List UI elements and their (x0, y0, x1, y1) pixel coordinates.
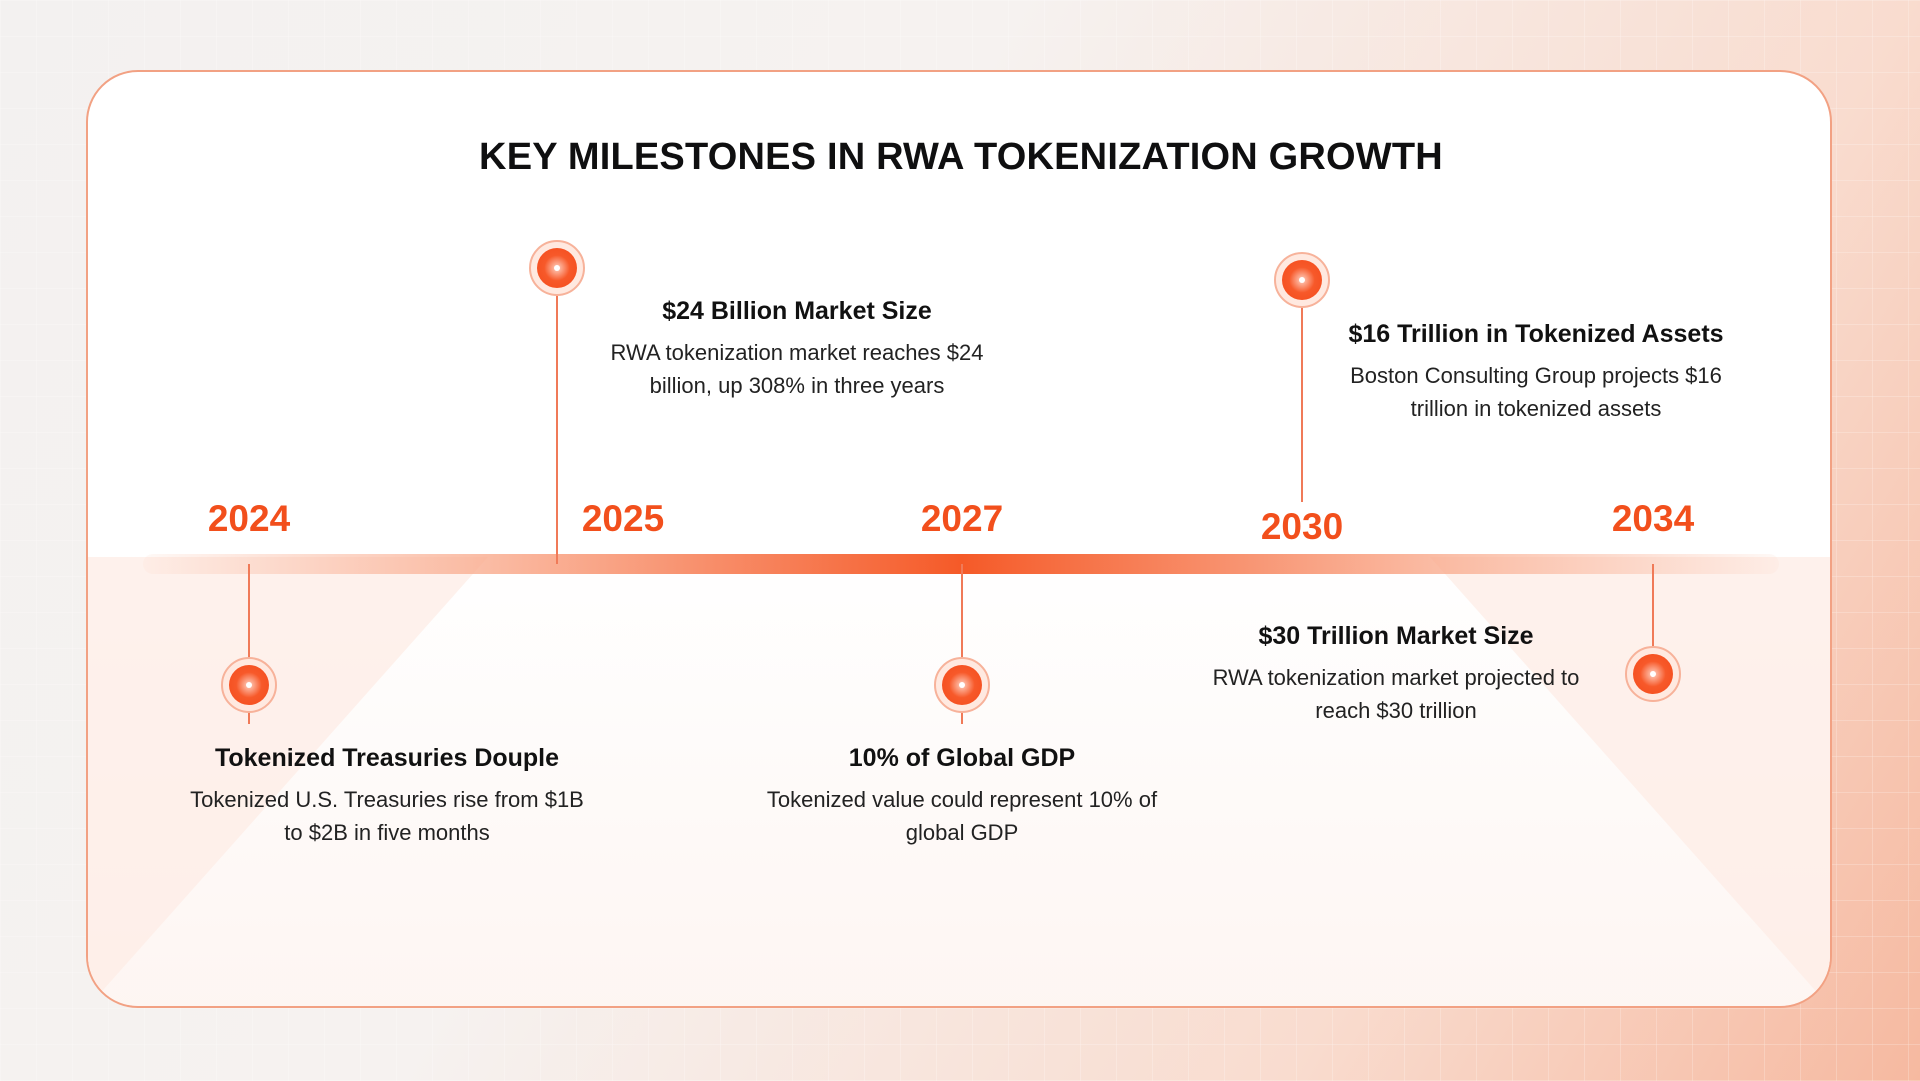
milestone-marker-icon (221, 657, 277, 713)
milestone-description: RWA tokenization market projected to rea… (1212, 665, 1580, 723)
milestone-description: Tokenized value could represent 10% of g… (766, 787, 1158, 845)
decorative-wedge-right (1430, 557, 1830, 1006)
decorative-wedge-left (88, 557, 488, 1006)
milestone-marker-icon (1274, 252, 1330, 308)
milestone-event-2034: $30 Trillion Market Size RWA tokenizatio… (1136, 622, 1656, 727)
milestone-title: 10% of Global GDP (848, 744, 1076, 772)
milestone-stem-2034 (1652, 564, 1654, 674)
timeline-card: KEY MILESTONES IN RWA TOKENIZATION GROWT… (86, 70, 1832, 1008)
milestone-event-2030: $16 Trillion in Tokenized Assets Boston … (1276, 320, 1796, 425)
milestone-title: $16 Trillion in Tokenized Assets (1348, 320, 1724, 348)
milestone-event-2025: $24 Billion Market Size RWA tokenization… (537, 297, 1057, 402)
milestone-title: Tokenized Treasuries Douple (214, 744, 560, 772)
year-label-2034: 2034 (1611, 498, 1695, 539)
milestone-marker-icon (529, 240, 585, 296)
milestone-event-2027: 10% of Global GDP Tokenized value could … (702, 744, 1222, 849)
year-label-2025: 2025 (581, 498, 665, 539)
milestone-title: $24 Billion Market Size (662, 297, 932, 325)
milestone-stem-2027 (961, 564, 963, 724)
milestone-title: $30 Trillion Market Size (1258, 622, 1534, 650)
year-label-2030: 2030 (1260, 506, 1344, 547)
milestone-description: Tokenized U.S. Treasuries rise from $1B … (190, 787, 584, 845)
milestone-stem-2025 (556, 272, 558, 564)
milestone-marker-icon (934, 657, 990, 713)
milestone-stem-2024 (248, 564, 250, 724)
year-label-2024: 2024 (207, 498, 291, 539)
milestone-marker-icon (1625, 646, 1681, 702)
year-label-2027: 2027 (920, 498, 1004, 539)
milestone-event-2024: Tokenized Treasuries Douple Tokenized U.… (127, 744, 647, 849)
milestone-description: Boston Consulting Group projects $16 tri… (1350, 363, 1722, 421)
milestone-stem-2030 (1301, 282, 1303, 502)
page-title: KEY MILESTONES IN RWA TOKENIZATION GROWT… (479, 136, 1443, 178)
milestone-description: RWA tokenization market reaches $24 bill… (610, 340, 984, 398)
